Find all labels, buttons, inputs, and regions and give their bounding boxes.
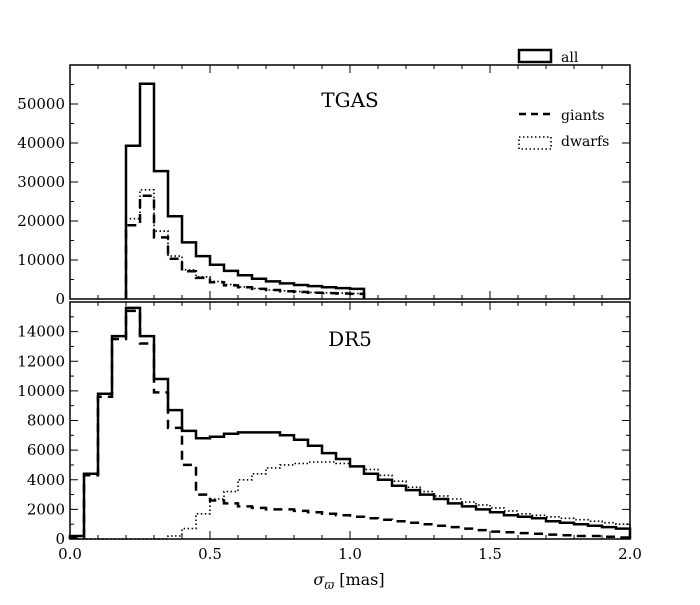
tgas-all-histogram	[124, 82, 366, 299]
tgas-y-tick-label: 50000	[17, 95, 65, 113]
dr5-y-tick-label: 6000	[27, 441, 65, 459]
tgas-dwarfs-histogram	[125, 189, 365, 299]
x-tick-label: 0.0	[58, 545, 82, 563]
x-axis-label-subscript: ϖ	[324, 578, 335, 592]
dr5-dwarfs-histogram	[70, 461, 631, 540]
dr5-y-tick-label: 2000	[27, 500, 65, 518]
legend-label-all: all	[561, 50, 579, 66]
dr5-panel-title: DR5	[328, 327, 372, 351]
legend-swatch-all	[517, 48, 553, 64]
tgas-y-tick-label: 0	[55, 290, 65, 308]
x-tick-label: 1.5	[478, 545, 502, 563]
dr5-giants-histogram	[68, 309, 632, 539]
dr5-panel: 0 2000 4000 6000 8000 10000 12000 14000 DR5 0.0 0.…	[17, 301, 642, 563]
x-tick-label: 0.5	[198, 545, 222, 563]
tgas-y-tick-label: 30000	[17, 173, 65, 191]
x-axis-label-symbol: σ	[313, 570, 325, 589]
tgas-y-tick-label: 40000	[17, 134, 65, 152]
dr5-y-tick-label: 4000	[27, 471, 65, 489]
tgas-giants-histogram	[124, 194, 366, 299]
x-tick-label: 2.0	[618, 545, 642, 563]
tgas-panel-title: TGAS	[321, 88, 378, 112]
dr5-y-tick-label: 14000	[17, 323, 65, 341]
tgas-y-tick-label: 20000	[17, 212, 65, 230]
legend: all giants dwarfs	[517, 48, 609, 150]
dr5-y-tick-label: 8000	[27, 412, 65, 430]
dr5-y-tick-label: 12000	[17, 352, 65, 370]
x-tick-label: 1.0	[338, 545, 362, 563]
dr5-y-tick-label: 0	[55, 530, 65, 548]
legend-label-dwarfs: dwarfs	[561, 134, 609, 150]
tgas-panel: 0 10000 20000 30000 40000 50000 TGAS	[17, 64, 631, 308]
tgas-y-tick-label: 10000	[17, 251, 65, 269]
legend-label-giants: giants	[561, 108, 605, 124]
x-axis-label: σϖ [mas]	[313, 570, 384, 592]
dr5-y-tick-label: 10000	[17, 382, 65, 400]
x-axis-label-unit-text: [mas]	[339, 570, 384, 589]
legend-swatch-dwarfs	[518, 136, 552, 150]
